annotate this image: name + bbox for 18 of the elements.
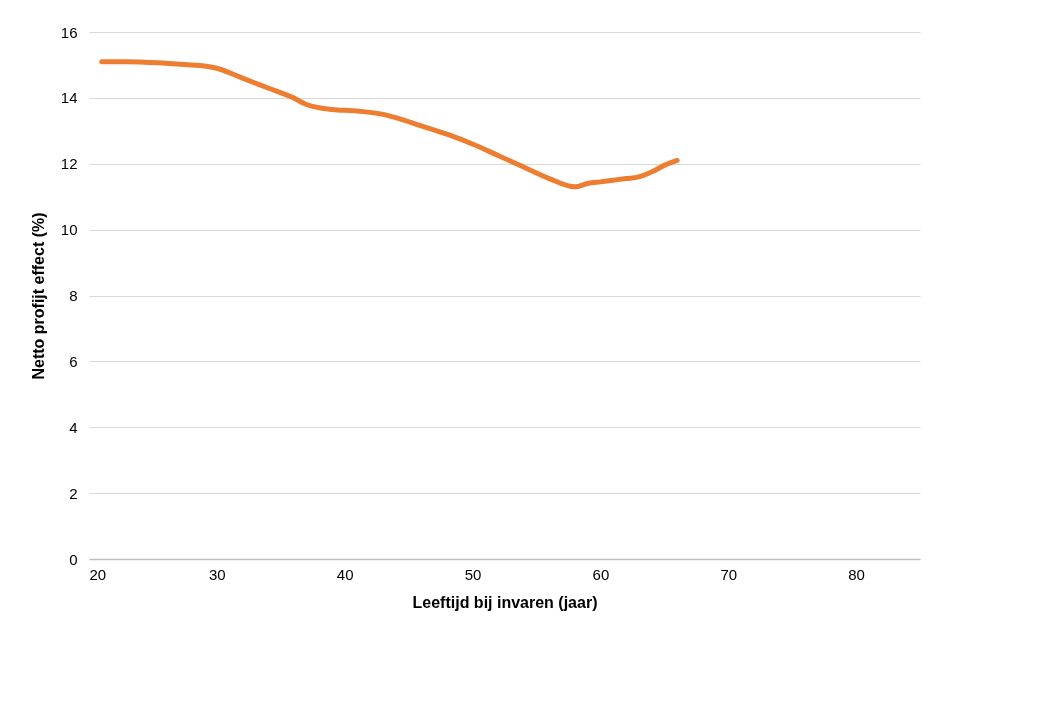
x-axis-title: Leeftijd bij invaren (jaar) (412, 593, 598, 611)
y-axis-title: Netto profijt effect (%) (29, 212, 47, 380)
y-tick-label: 14 (60, 89, 78, 107)
x-tick-label: 40 (336, 565, 354, 583)
x-tick-label: 70 (720, 565, 738, 583)
y-tick-label: 10 (60, 221, 78, 239)
x-tick-label: 80 (848, 565, 865, 583)
y-tick-label: 12 (60, 155, 78, 173)
x-tick-label: 50 (464, 565, 482, 583)
x-tick-label: 20 (89, 565, 107, 583)
x-tick-label: 60 (592, 565, 610, 583)
y-tick-label: 0 (69, 550, 78, 568)
y-tick-label: 4 (69, 418, 78, 436)
y-tick-label: 2 (69, 484, 78, 502)
y-tick-label: 8 (69, 287, 78, 304)
x-tick-label: 30 (209, 565, 226, 583)
y-tick-label: 6 (69, 352, 78, 370)
y-tick-label: 16 (60, 23, 78, 41)
